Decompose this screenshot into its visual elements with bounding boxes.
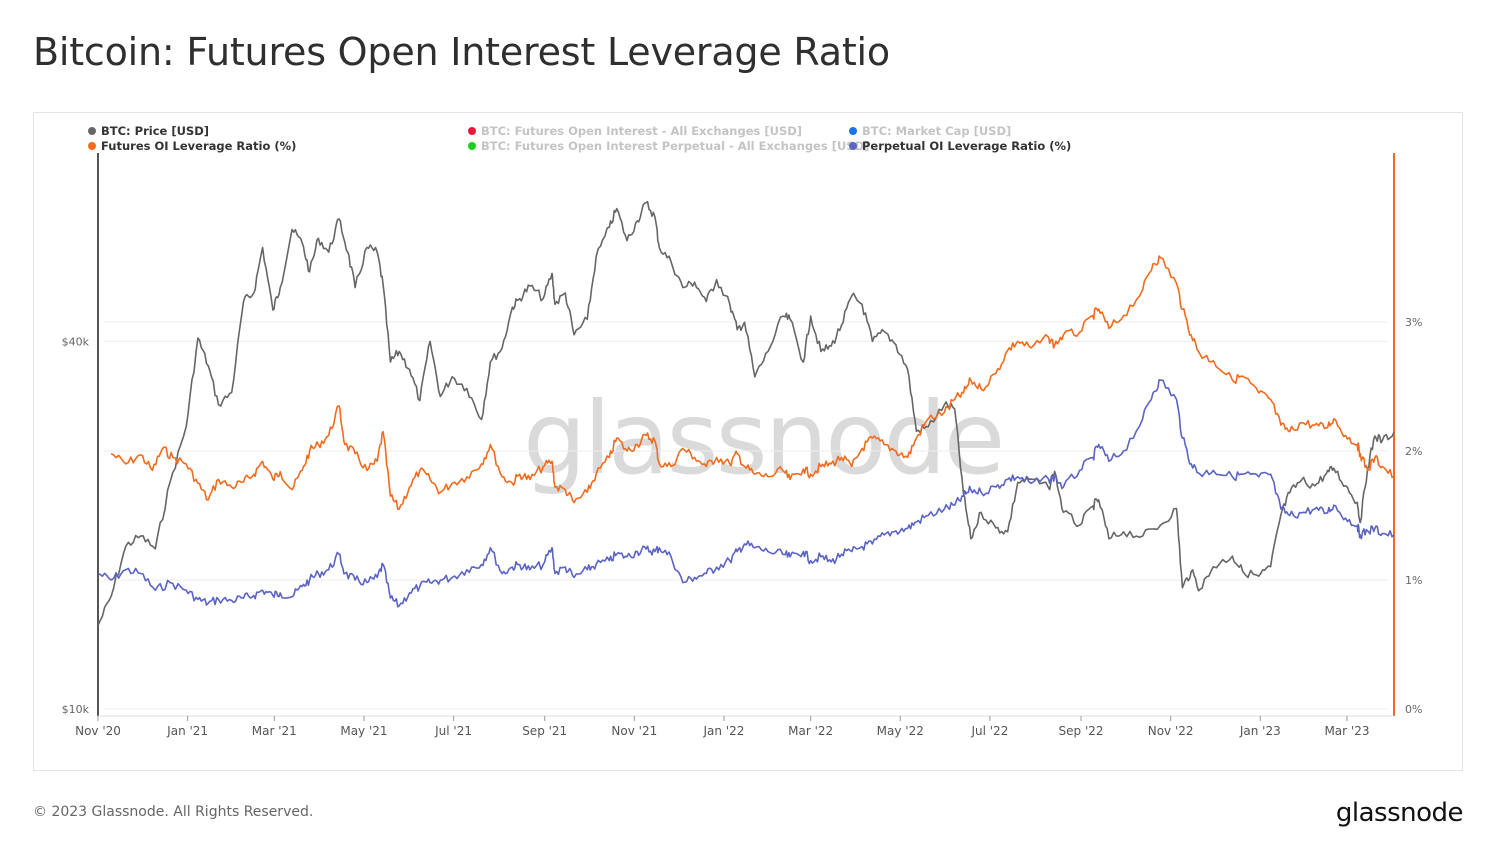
x-tick-label: May '22 xyxy=(877,724,924,738)
legend-dot xyxy=(849,142,857,150)
x-tick-label: Jan '21 xyxy=(166,724,208,738)
legend-dot xyxy=(849,127,857,135)
legend-item-perpetual-leverage[interactable]: Perpetual OI Leverage Ratio (%) xyxy=(849,139,1071,153)
legend-item-perpetual-oi[interactable]: BTC: Futures Open Interest Perpetual - A… xyxy=(468,139,869,153)
x-tick-label: Jan '22 xyxy=(703,724,745,738)
legend-item-futures-oi[interactable]: BTC: Futures Open Interest - All Exchang… xyxy=(468,124,802,138)
x-tick-label: Nov '21 xyxy=(611,724,657,738)
legend-dot xyxy=(88,142,96,150)
legend-label: Perpetual OI Leverage Ratio (%) xyxy=(862,139,1072,153)
y-right-tick-label: 2% xyxy=(1405,445,1422,458)
x-tick-label: Mar '23 xyxy=(1324,724,1369,738)
copyright-text: © 2023 Glassnode. All Rights Reserved. xyxy=(33,804,314,820)
series-line xyxy=(97,200,1395,626)
legend-label: BTC: Market Cap [USD] xyxy=(862,124,1012,138)
series-line xyxy=(97,379,1395,608)
legend-dot xyxy=(88,127,96,135)
legend-dot xyxy=(468,142,476,150)
x-tick-label: Nov '22 xyxy=(1148,724,1194,738)
legend-item-market-cap[interactable]: BTC: Market Cap [USD] xyxy=(849,124,1011,138)
y-left-tick-label: $40k xyxy=(62,335,90,348)
legend-item-price[interactable]: BTC: Price [USD] xyxy=(88,124,209,138)
x-tick-label: Nov '20 xyxy=(75,724,121,738)
y-left-tick-label: $10k xyxy=(62,703,90,716)
x-tick-label: Jul '22 xyxy=(970,724,1008,738)
x-tick-label: Sep '22 xyxy=(1059,724,1104,738)
legend-label: Futures OI Leverage Ratio (%) xyxy=(101,139,297,153)
glassnode-logo: glassnode xyxy=(1335,798,1464,828)
chart-frame xyxy=(33,112,1463,771)
x-tick-label: Jan '23 xyxy=(1239,724,1281,738)
series-line xyxy=(110,255,1395,510)
y-right-tick-label: 1% xyxy=(1405,574,1422,587)
x-tick-label: Mar '22 xyxy=(788,724,833,738)
x-tick-label: Mar '21 xyxy=(252,724,297,738)
legend-label: BTC: Futures Open Interest - All Exchang… xyxy=(481,124,803,138)
legend-item-futures-leverage[interactable]: Futures OI Leverage Ratio (%) xyxy=(88,139,296,153)
legend-label: BTC: Price [USD] xyxy=(101,124,209,138)
y-right-tick-label: 3% xyxy=(1405,316,1422,329)
watermark: glassnode xyxy=(523,380,1005,497)
legend-dot xyxy=(468,127,476,135)
x-tick-label: Sep '21 xyxy=(522,724,567,738)
x-tick-label: May '21 xyxy=(340,724,387,738)
legend-label: BTC: Futures Open Interest Perpetual - A… xyxy=(481,139,870,153)
y-right-tick-label: 0% xyxy=(1405,703,1422,716)
page-title: Bitcoin: Futures Open Interest Leverage … xyxy=(33,30,890,74)
x-tick-label: Jul '21 xyxy=(434,724,472,738)
